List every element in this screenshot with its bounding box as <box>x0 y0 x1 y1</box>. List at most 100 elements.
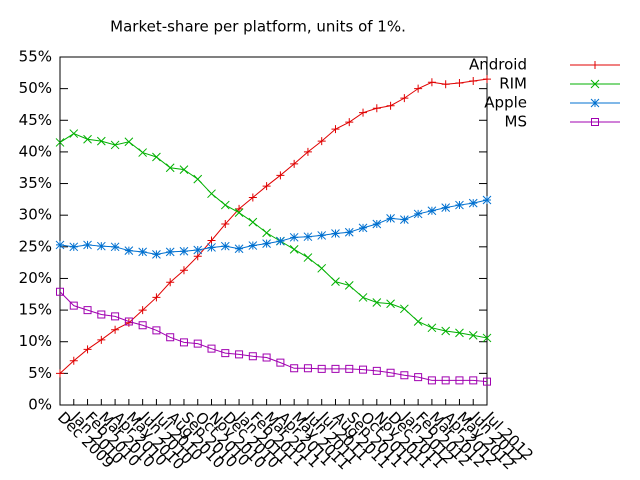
marker <box>303 364 312 373</box>
y-tick-label: 35% <box>19 174 52 192</box>
marker <box>441 80 450 89</box>
marker <box>427 78 436 87</box>
marker <box>469 77 478 86</box>
marker <box>124 137 134 147</box>
marker <box>345 118 354 127</box>
marker <box>165 163 175 173</box>
marker <box>124 246 134 255</box>
marker <box>386 368 395 377</box>
y-tick-label: 0% <box>28 396 52 414</box>
marker <box>427 323 437 333</box>
marker <box>262 228 271 238</box>
marker <box>179 338 188 347</box>
marker <box>220 200 230 210</box>
marker <box>248 241 258 250</box>
marker <box>110 140 120 150</box>
marker <box>455 328 464 338</box>
marker <box>441 203 451 212</box>
marker <box>372 298 382 307</box>
marker <box>248 217 258 227</box>
marker <box>372 104 381 113</box>
marker <box>55 240 65 250</box>
marker <box>331 277 340 286</box>
marker <box>455 200 464 210</box>
marker <box>289 232 299 242</box>
marker <box>358 293 368 302</box>
marker <box>359 108 368 117</box>
marker <box>317 364 326 373</box>
y-tick-label: 25% <box>19 237 52 255</box>
marker <box>56 287 64 296</box>
marker <box>317 263 327 273</box>
marker <box>469 376 478 385</box>
y-tick-label: 20% <box>19 269 52 287</box>
marker <box>152 152 161 162</box>
marker <box>221 349 230 358</box>
marker <box>166 278 175 287</box>
marker <box>69 129 79 138</box>
marker <box>331 364 340 373</box>
marker <box>234 208 244 218</box>
marker <box>276 171 285 180</box>
marker <box>179 165 189 174</box>
marker <box>413 317 423 326</box>
y-tick-label: 45% <box>19 111 52 129</box>
marker <box>193 174 203 184</box>
marker <box>56 369 64 378</box>
marker <box>248 193 257 202</box>
legend-label: Apple <box>484 94 527 112</box>
marker <box>276 358 285 367</box>
marker <box>590 79 600 89</box>
y-tick-label: 30% <box>19 206 52 224</box>
marker <box>317 137 326 146</box>
marker <box>207 189 216 199</box>
marker <box>290 159 299 168</box>
marker <box>303 232 313 242</box>
legend-label: MS <box>505 113 527 131</box>
marker <box>591 118 599 126</box>
marker <box>344 227 354 237</box>
marker <box>400 215 409 224</box>
marker <box>152 293 161 302</box>
marker <box>345 364 354 373</box>
marker <box>455 376 464 385</box>
marker <box>468 198 478 208</box>
legend-label: Android <box>469 56 527 74</box>
marker <box>303 147 312 156</box>
marker <box>372 219 382 229</box>
marker <box>372 366 381 375</box>
marker <box>331 229 340 238</box>
marker <box>468 331 478 340</box>
y-tick-label: 40% <box>19 142 52 160</box>
marker <box>69 242 79 252</box>
marker <box>138 247 147 257</box>
marker <box>152 326 161 335</box>
marker <box>138 306 147 315</box>
y-tick-label: 5% <box>28 364 52 382</box>
marker <box>111 325 120 334</box>
marker <box>83 345 92 354</box>
marker <box>235 204 244 213</box>
marker <box>400 94 409 103</box>
marker <box>400 371 409 380</box>
series-line <box>59 199 488 255</box>
marker <box>276 236 285 246</box>
marker <box>110 242 120 252</box>
series-line <box>59 132 488 339</box>
marker <box>262 239 271 249</box>
marker <box>427 376 436 385</box>
marker <box>303 253 313 262</box>
y-tick-label: 10% <box>19 332 52 350</box>
marker <box>179 266 188 275</box>
marker <box>455 78 464 87</box>
marker <box>400 304 409 314</box>
marker <box>427 206 437 216</box>
marker <box>331 125 340 134</box>
marker <box>221 220 230 229</box>
marker <box>441 326 451 336</box>
y-tick-label: 55% <box>19 48 52 66</box>
series-line <box>59 78 488 374</box>
y-tick-label: 50% <box>19 79 52 97</box>
marker <box>248 352 257 361</box>
marker <box>166 333 175 342</box>
